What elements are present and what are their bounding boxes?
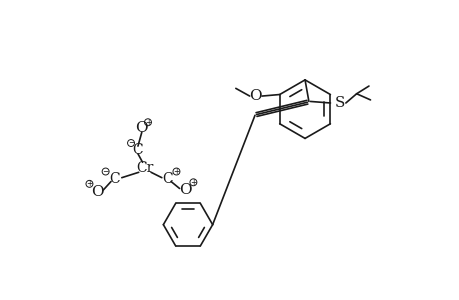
Text: S: S <box>334 96 344 110</box>
Text: +: + <box>86 179 92 188</box>
Text: O: O <box>90 184 103 199</box>
Text: +: + <box>145 118 151 127</box>
Text: O: O <box>135 122 148 135</box>
Text: −: − <box>102 167 109 176</box>
Text: C: C <box>162 172 173 186</box>
Text: C: C <box>108 172 119 186</box>
Text: +: + <box>190 178 196 187</box>
Text: O: O <box>179 183 191 197</box>
Text: C: C <box>132 143 143 157</box>
Text: O: O <box>249 89 262 103</box>
Text: −: − <box>128 139 134 148</box>
Text: +: + <box>173 167 179 176</box>
Text: Cr: Cr <box>136 161 153 176</box>
